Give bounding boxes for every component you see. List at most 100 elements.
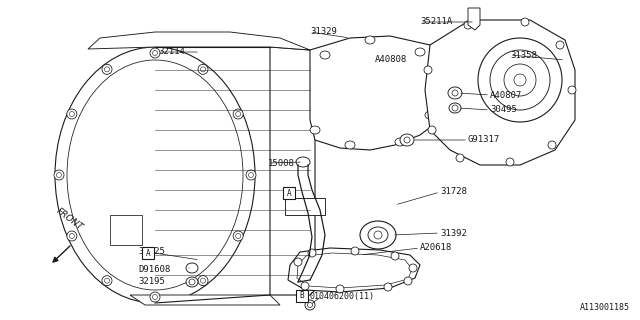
Polygon shape [88, 32, 310, 50]
Ellipse shape [54, 170, 64, 180]
Ellipse shape [198, 64, 208, 74]
Ellipse shape [150, 48, 160, 58]
Ellipse shape [69, 234, 74, 238]
Ellipse shape [504, 64, 536, 96]
Bar [283, 187, 295, 199]
Ellipse shape [415, 48, 425, 56]
Bar [142, 247, 154, 259]
Text: 35211A: 35211A [420, 18, 452, 27]
Ellipse shape [248, 172, 253, 178]
Polygon shape [310, 36, 445, 150]
Ellipse shape [69, 111, 74, 116]
Ellipse shape [351, 247, 359, 255]
Text: 31358: 31358 [510, 51, 537, 60]
Ellipse shape [236, 111, 241, 116]
Ellipse shape [104, 278, 109, 283]
Ellipse shape [404, 137, 410, 143]
Ellipse shape [152, 294, 157, 300]
Bar [296, 290, 308, 302]
Ellipse shape [294, 258, 302, 266]
Ellipse shape [568, 86, 576, 94]
Text: 31329: 31329 [310, 28, 337, 36]
Ellipse shape [374, 231, 382, 239]
Text: B: B [300, 292, 304, 300]
Ellipse shape [67, 60, 243, 290]
Ellipse shape [198, 276, 208, 286]
Polygon shape [285, 198, 325, 215]
Ellipse shape [200, 278, 205, 283]
Ellipse shape [425, 111, 435, 119]
Ellipse shape [556, 41, 564, 49]
Ellipse shape [409, 264, 417, 272]
Ellipse shape [433, 76, 443, 84]
Ellipse shape [521, 18, 529, 26]
Ellipse shape [368, 227, 388, 243]
Ellipse shape [233, 231, 243, 241]
Ellipse shape [448, 87, 462, 99]
Ellipse shape [490, 50, 550, 110]
Ellipse shape [452, 90, 458, 96]
Ellipse shape [305, 300, 315, 310]
Text: FRONT: FRONT [55, 206, 85, 232]
Polygon shape [468, 8, 480, 30]
Text: 15008: 15008 [268, 158, 295, 167]
Ellipse shape [345, 141, 355, 149]
Ellipse shape [548, 141, 556, 149]
Ellipse shape [104, 67, 109, 72]
Bar [110, 215, 142, 245]
Ellipse shape [424, 66, 432, 74]
Ellipse shape [391, 252, 399, 260]
Ellipse shape [395, 138, 405, 146]
Ellipse shape [150, 292, 160, 302]
Ellipse shape [320, 51, 330, 59]
Ellipse shape [452, 105, 458, 111]
Text: A113001185: A113001185 [580, 303, 630, 312]
Polygon shape [130, 295, 280, 305]
Ellipse shape [233, 109, 243, 119]
Ellipse shape [478, 38, 562, 122]
Text: D91608: D91608 [138, 266, 170, 275]
Text: 32114: 32114 [158, 47, 185, 57]
Polygon shape [288, 248, 420, 292]
Ellipse shape [296, 157, 310, 167]
Ellipse shape [102, 276, 112, 286]
Ellipse shape [200, 67, 205, 72]
Text: G91317: G91317 [468, 135, 500, 145]
Text: A40808: A40808 [375, 55, 407, 65]
Text: 30495: 30495 [490, 106, 517, 115]
Ellipse shape [360, 221, 396, 249]
Text: 31728: 31728 [440, 188, 467, 196]
Ellipse shape [400, 134, 414, 146]
Ellipse shape [456, 154, 464, 162]
Ellipse shape [349, 249, 361, 261]
Ellipse shape [301, 282, 309, 290]
Ellipse shape [506, 158, 514, 166]
Ellipse shape [310, 126, 320, 134]
Text: 31392: 31392 [440, 228, 467, 237]
Polygon shape [270, 47, 315, 295]
Text: A20618: A20618 [420, 244, 452, 252]
Text: A: A [287, 188, 291, 197]
Ellipse shape [56, 172, 61, 178]
Ellipse shape [514, 74, 526, 86]
Text: A40807: A40807 [490, 91, 522, 100]
Ellipse shape [186, 263, 198, 273]
Text: A: A [146, 249, 150, 258]
Text: 010406200(11): 010406200(11) [310, 292, 375, 300]
Ellipse shape [464, 21, 472, 29]
Ellipse shape [308, 249, 316, 257]
Ellipse shape [152, 51, 157, 55]
Ellipse shape [307, 302, 312, 308]
Polygon shape [425, 20, 575, 165]
Ellipse shape [404, 277, 412, 285]
Text: 32195: 32195 [138, 277, 165, 286]
Text: 31225: 31225 [138, 247, 165, 257]
Ellipse shape [384, 283, 392, 291]
Ellipse shape [365, 36, 375, 44]
Ellipse shape [428, 126, 436, 134]
Ellipse shape [102, 64, 112, 74]
Ellipse shape [67, 109, 77, 119]
Ellipse shape [336, 285, 344, 293]
Ellipse shape [189, 279, 195, 285]
Ellipse shape [67, 231, 77, 241]
